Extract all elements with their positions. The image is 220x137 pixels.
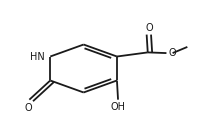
Text: O: O [145,23,153,33]
Text: O: O [24,103,32,113]
Text: O: O [169,48,176,58]
Text: HN: HN [30,52,45,62]
Text: OH: OH [110,102,126,112]
